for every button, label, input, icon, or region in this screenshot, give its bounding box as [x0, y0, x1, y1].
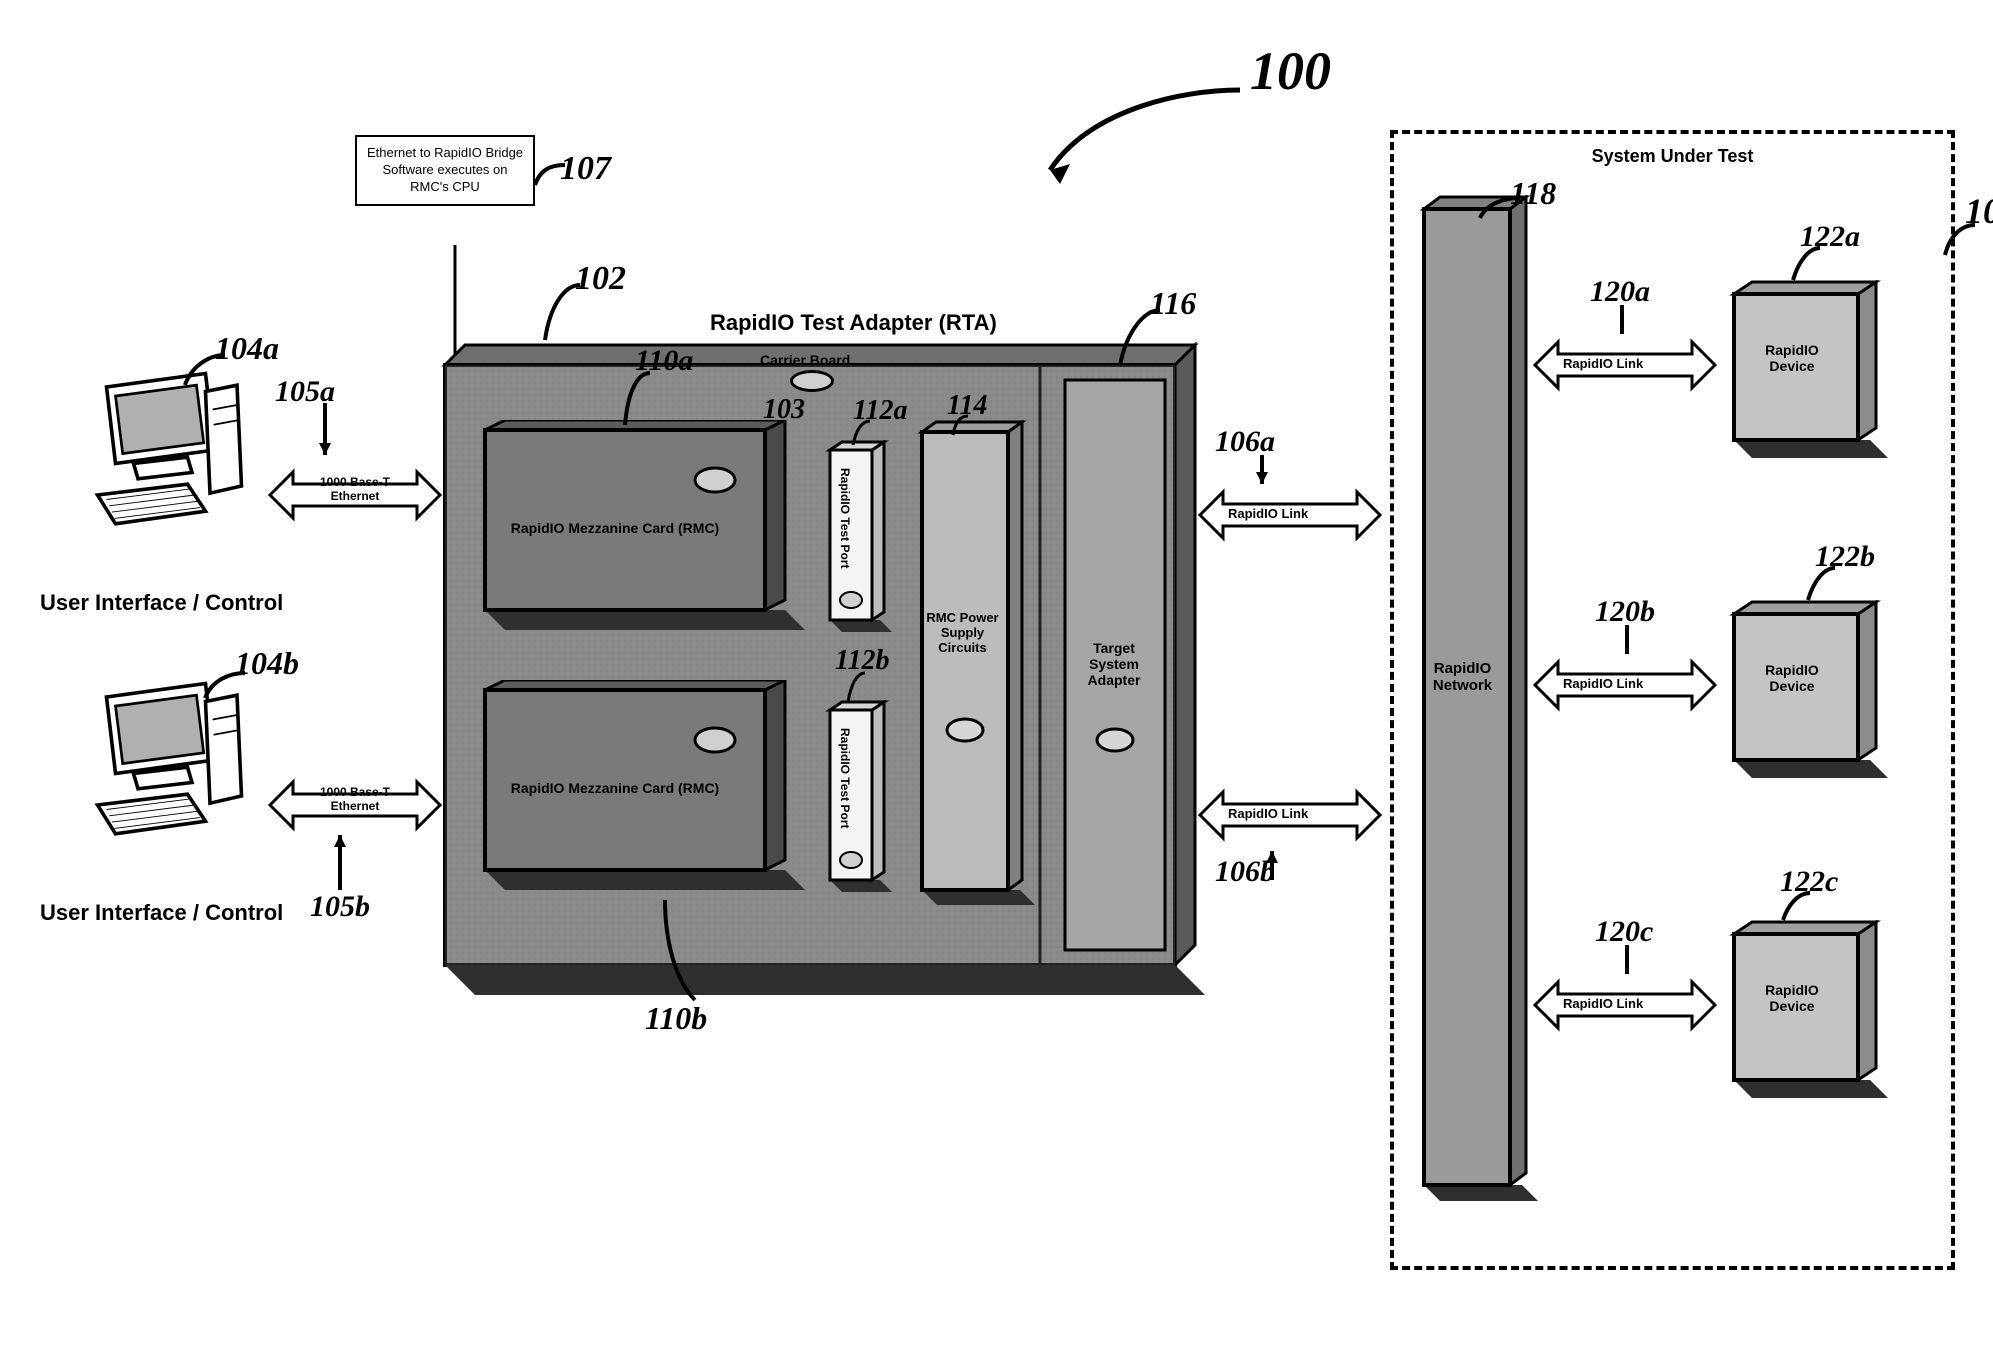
ref-116: 116	[1150, 285, 1196, 322]
ui-b-label: User Interface / Control	[40, 900, 283, 926]
sut-link-a-label: RapidIO Link	[1563, 356, 1643, 371]
rapidio-link-a-label: RapidIO Link	[1228, 506, 1308, 521]
ref-110a: 110a	[635, 344, 693, 378]
ref-112b: 112b	[835, 645, 889, 677]
ref-105b: 105b	[310, 890, 370, 924]
ref-106a: 106a	[1215, 425, 1275, 459]
ethernet-label-a: 1000 Base-T Ethernet	[305, 475, 405, 503]
ref-118: 118	[1510, 175, 1556, 212]
power-label: RMC Power Supply Circuits	[925, 610, 1000, 655]
ethernet-label-b: 1000 Base-T Ethernet	[305, 785, 405, 813]
ref-105a-curve	[310, 400, 340, 460]
network-label: RapidIO Network	[1425, 660, 1500, 694]
network-block	[1410, 195, 1550, 1215]
test-port-a-block	[820, 440, 900, 640]
power-block	[910, 420, 1040, 920]
rmc-a-label: RapidIO Mezzanine Card (RMC)	[510, 520, 720, 536]
sut-title: System Under Test	[1394, 146, 1951, 167]
figure-canvas: 100 Ethernet to RapidIO Bridge Software …	[20, 20, 1993, 1336]
test-port-a-label: RapidIO Test Port	[838, 468, 852, 588]
ref-120c: 120c	[1595, 915, 1653, 949]
ui-a-label: User Interface / Control	[40, 590, 283, 616]
device-a-block	[1720, 280, 1900, 470]
host-computer-b	[70, 670, 260, 850]
test-port-b-label: RapidIO Test Port	[838, 728, 852, 848]
ref-122b: 122b	[1815, 540, 1875, 574]
ref-108: 108	[1965, 190, 1993, 232]
ref-104b: 104b	[235, 645, 299, 682]
ref-104a: 104a	[215, 330, 279, 367]
device-a-label: RapidIO Device	[1742, 342, 1842, 374]
ref-106b: 106b	[1215, 855, 1275, 889]
rapidio-link-b-label: RapidIO Link	[1228, 806, 1308, 821]
ref-114: 114	[947, 390, 987, 422]
ref-102: 102	[575, 260, 626, 298]
carrier-oval	[790, 370, 834, 392]
rmc-b-label: RapidIO Mezzanine Card (RMC)	[510, 780, 720, 796]
device-c-block	[1720, 920, 1900, 1110]
test-port-b-block	[820, 700, 900, 900]
ref-110b: 110b	[645, 1000, 707, 1037]
device-b-label: RapidIO Device	[1742, 662, 1842, 694]
ref-122c: 122c	[1780, 865, 1838, 899]
ref-100: 100	[1250, 40, 1331, 102]
sut-link-b-label: RapidIO Link	[1563, 676, 1643, 691]
device-c-label: RapidIO Device	[1742, 982, 1842, 1014]
device-b-block	[1720, 600, 1900, 790]
ref-107: 107	[560, 150, 611, 188]
ref-112a: 112a	[853, 395, 907, 427]
sut-link-c-label: RapidIO Link	[1563, 996, 1643, 1011]
tsa-label: Target System Adapter	[1075, 640, 1153, 688]
ref-120a: 120a	[1590, 275, 1650, 309]
callout-107: Ethernet to RapidIO Bridge Software exec…	[355, 135, 535, 206]
ref-120b: 120b	[1595, 595, 1655, 629]
callout-107-text: Ethernet to RapidIO Bridge Software exec…	[367, 145, 523, 194]
carrier-board-label: Carrier Board	[760, 352, 850, 368]
host-computer-a	[70, 360, 260, 540]
ref-100-curve	[1030, 80, 1250, 190]
ref-105a: 105a	[275, 375, 335, 409]
rta-title: RapidIO Test Adapter (RTA)	[710, 310, 997, 336]
ref-122a: 122a	[1800, 220, 1860, 254]
